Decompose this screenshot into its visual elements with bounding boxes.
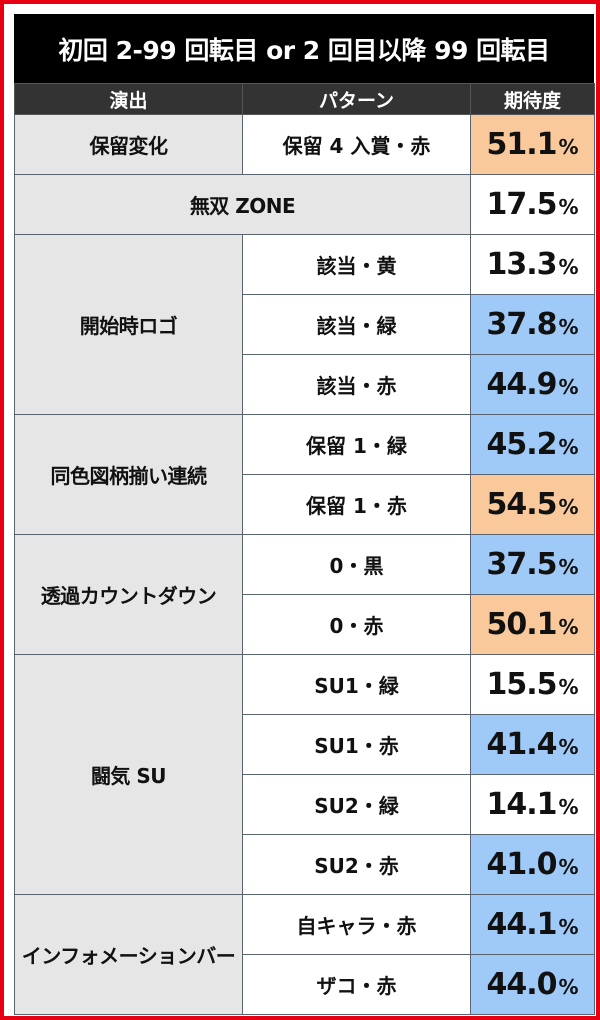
expectation-value: 15.5% <box>470 654 595 715</box>
table-row: 無双 ZONE 17.5% <box>14 174 595 235</box>
effect-label: 同色図柄揃い連続 <box>14 414 243 535</box>
table-row: 該当・緑 37.8% <box>15 294 595 355</box>
header-effect: 演出 <box>14 83 243 115</box>
table-row: ザコ・赤 44.0% <box>15 954 595 1015</box>
pattern-cell: 保留 1・緑 <box>242 414 471 475</box>
expectation-value: 45.2% <box>470 414 595 475</box>
table-title: 初回 2-99 回転目 or 2 回目以降 99 回転目 <box>14 14 594 83</box>
expectation-value: 44.9% <box>470 354 595 415</box>
pattern-cell: 保留 4 入賞・赤 <box>242 114 471 175</box>
pattern-cell: 0・赤 <box>242 594 471 655</box>
header-expectation: 期待度 <box>470 83 595 115</box>
expectation-value: 50.1% <box>470 594 595 655</box>
expectation-table: 演出 パターン 期待度 保留変化 保留 4 入賞・赤 51.1% 無双 ZONE… <box>14 83 595 1015</box>
pattern-cell: SU2・緑 <box>242 774 471 835</box>
pattern-cell: 自キャラ・赤 <box>242 894 471 955</box>
pattern-cell: ザコ・赤 <box>242 954 471 1015</box>
pattern-cell: SU1・赤 <box>242 714 471 775</box>
effect-label: 透過カウントダウン <box>14 534 243 655</box>
expectation-value: 37.8% <box>470 294 595 355</box>
pattern-cell: 該当・黄 <box>242 234 471 295</box>
expectation-value: 44.0% <box>470 954 595 1015</box>
expectation-value: 54.5% <box>470 474 595 535</box>
expectation-value: 41.0% <box>470 834 595 895</box>
expectation-value: 14.1% <box>470 774 595 835</box>
pattern-cell: SU2・赤 <box>242 834 471 895</box>
table-row: 0・赤 50.1% <box>15 594 595 655</box>
effect-label: 開始時ロゴ <box>14 234 243 415</box>
table-row: 闘気 SU SU1・緑 15.5% <box>14 654 595 895</box>
effect-label: 保留変化 <box>14 114 243 175</box>
effect-label: 無双 ZONE <box>14 174 471 235</box>
table-container: 初回 2-99 回転目 or 2 回目以降 99 回転目 演出 パターン 期待度… <box>14 14 595 1015</box>
table-row: 開始時ロゴ 該当・黄 13.3% <box>14 234 595 415</box>
header-row: 演出 パターン 期待度 <box>14 83 595 115</box>
header-pattern: パターン <box>242 83 471 115</box>
pattern-cell: 該当・緑 <box>242 294 471 355</box>
pattern-cell: 保留 1・赤 <box>242 474 471 535</box>
expectation-value: 13.3% <box>470 234 595 295</box>
effect-label: インフォメーションバー <box>14 894 243 1015</box>
pattern-cell: 0・黒 <box>242 534 471 595</box>
table-row: 同色図柄揃い連続 保留 1・緑 45.2% <box>14 414 595 535</box>
table-row: 保留変化 保留 4 入賞・赤 51.1% <box>14 114 595 175</box>
expectation-value: 51.1% <box>470 114 595 175</box>
effect-label: 闘気 SU <box>14 654 243 895</box>
table-row: 該当・赤 44.9% <box>15 354 595 415</box>
pattern-cell: 該当・赤 <box>242 354 471 415</box>
expectation-value: 41.4% <box>470 714 595 775</box>
table-row: 保留 1・赤 54.5% <box>15 474 595 535</box>
table-row: SU2・緑 14.1% <box>15 774 595 835</box>
table-row: インフォメーションバー 自キャラ・赤 44.1% <box>14 894 595 1015</box>
table-row: SU1・赤 41.4% <box>15 714 595 775</box>
pattern-cell: SU1・緑 <box>242 654 471 715</box>
table-row: 透過カウントダウン 0・黒 37.5% <box>14 534 595 655</box>
expectation-value: 37.5% <box>470 534 595 595</box>
expectation-value: 44.1% <box>470 894 595 955</box>
expectation-value: 17.5% <box>470 174 595 235</box>
